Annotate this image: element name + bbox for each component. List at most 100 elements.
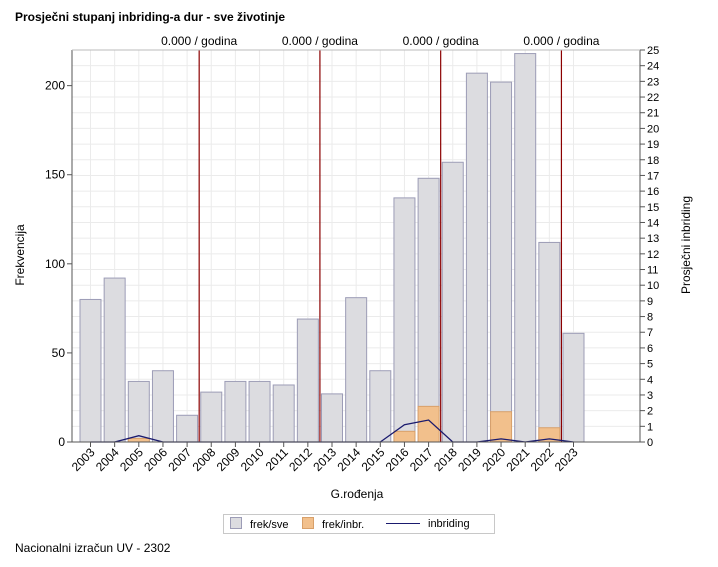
- y2-tick-label: 3: [647, 390, 653, 402]
- legend-swatch-frek-sve: [230, 517, 242, 529]
- x-tick-label: 2014: [334, 445, 363, 474]
- legend-swatch-frek-inbr: [302, 517, 314, 529]
- x-tick-label: 2015: [359, 445, 388, 474]
- x-tick-label: 2010: [238, 445, 267, 474]
- bar-frek-sve: [200, 391, 223, 443]
- y2-tick-label: 18: [647, 155, 659, 167]
- y-tick-label: 0: [58, 435, 65, 449]
- y2-tick-label: 12: [647, 249, 659, 261]
- x-tick-label: 2020: [479, 445, 508, 474]
- bar-frek-sve: [465, 72, 488, 443]
- bar-frek-sve: [562, 332, 585, 443]
- reference-line-label: 0.000 / godina: [523, 34, 599, 48]
- y2-tick-label: 0: [647, 437, 653, 449]
- bar-frek-sve: [176, 414, 199, 443]
- y-tick-label: 100: [45, 257, 65, 271]
- bar-frek-sve: [272, 384, 295, 443]
- x-tick-label: 2011: [263, 445, 291, 473]
- bar-frek-inbr: [417, 405, 440, 443]
- bar-frek-sve: [514, 53, 537, 443]
- x-tick-label: 2013: [310, 445, 339, 474]
- bar-frek-sve: [224, 380, 247, 443]
- y2-tick-label: 17: [647, 170, 659, 182]
- legend-label-inbriding: inbriding: [428, 518, 470, 530]
- x-tick-label: 2005: [117, 445, 146, 474]
- bar-frek-sve: [248, 380, 271, 443]
- y-tick-label: 50: [52, 346, 66, 360]
- bar-frek-sve: [345, 297, 368, 443]
- y2-tick-label: 23: [647, 76, 659, 88]
- bar-frek-sve: [538, 241, 561, 443]
- reference-line-label: 0.000 / godina: [403, 34, 479, 48]
- y2-tick-label: 19: [647, 139, 659, 151]
- bar-frek-sve: [296, 318, 319, 443]
- bar-frek-sve: [441, 161, 464, 443]
- bar-frek-sve: [490, 81, 513, 443]
- x-tick-label: 2012: [286, 445, 315, 474]
- x-axis-label: G.rođenja: [331, 487, 384, 501]
- x-tick-label: 2016: [383, 445, 412, 474]
- y2-tick-label: 20: [647, 123, 659, 135]
- y2-tick-label: 24: [647, 61, 659, 73]
- y2-tick-label: 2: [647, 406, 653, 418]
- y2-tick-label: 4: [647, 374, 653, 386]
- bar-frek-sve: [103, 277, 126, 443]
- y2-tick-label: 22: [647, 92, 659, 104]
- x-tick-label: 2006: [141, 445, 170, 474]
- y2-tick-label: 25: [647, 45, 659, 57]
- chart: 0.000 / godina 0.000 / godina 0.000 / godi…: [13, 34, 693, 501]
- bar-frek-inbr: [490, 411, 513, 443]
- chart-title: Prosječni stupanj inbriding-a dur - sve …: [15, 10, 286, 24]
- x-tick-label: 2008: [190, 445, 219, 474]
- y2-tick-label: 14: [647, 217, 659, 229]
- bar-frek-inbr: [127, 437, 150, 443]
- x-tick-label: 2022: [528, 445, 557, 474]
- y-tick-label: 200: [45, 79, 65, 93]
- y2-tick-label: 13: [647, 233, 659, 245]
- legend-swatch-inbriding: [386, 523, 420, 524]
- y-tick-label: 150: [45, 168, 65, 182]
- y2-tick-label: 15: [647, 202, 659, 214]
- x-tick-label: 2003: [69, 445, 98, 474]
- legend-item-inbriding: inbriding: [386, 517, 470, 531]
- y2-tick-label: 8: [647, 312, 653, 324]
- x-tick-label: 2017: [407, 445, 436, 474]
- reference-line-label: 0.000 / godina: [282, 34, 358, 48]
- bar-frek-inbr: [393, 430, 416, 443]
- x-tick-label: 2018: [431, 445, 460, 474]
- bar-frek-sve: [321, 393, 343, 443]
- y2-tick-label: 5: [647, 359, 653, 371]
- bar-frek-sve: [79, 298, 102, 443]
- x-tick-label: 2007: [165, 445, 194, 474]
- x-tick-label: 2009: [214, 445, 243, 474]
- y2-tick-label: 21: [647, 108, 659, 120]
- reference-lines: 0.000 / godina 0.000 / godina 0.000 / godi…: [161, 34, 600, 442]
- x-tick-label: 2004: [93, 445, 122, 474]
- y2-tick-label: 7: [647, 327, 653, 339]
- bars: [79, 53, 585, 443]
- y2-tick-label: 6: [647, 343, 653, 355]
- legend-item-frek-sve: frek/sve: [230, 517, 289, 531]
- legend-item-frek-inbr: frek/inbr.: [302, 517, 364, 531]
- y2-axis-label: Prosječni inbriding: [679, 196, 693, 294]
- x-tick-label: 2019: [455, 445, 484, 474]
- reference-line-label: 0.000 / godina: [161, 34, 237, 48]
- y2-tick-label: 10: [647, 280, 659, 292]
- footer-note: Nacionalni izračun UV - 2302: [15, 541, 171, 555]
- y2-tick-label: 11: [647, 265, 658, 277]
- legend-label-frek-inbr: frek/inbr.: [322, 519, 365, 531]
- y2-tick-label: 16: [647, 186, 659, 198]
- y-axis-label: Frekvencija: [13, 224, 27, 286]
- bar-frek-sve: [127, 380, 150, 443]
- x-tick-label: 2021: [504, 445, 533, 474]
- x-tick-label: 2023: [552, 445, 581, 474]
- legend: frek/sve frek/inbr. inbriding: [223, 514, 495, 534]
- y2-tick-label: 1: [647, 421, 653, 433]
- legend-label-frek-sve: frek/sve: [250, 519, 289, 531]
- y2-tick-label: 9: [647, 296, 653, 308]
- bar-frek-sve: [393, 197, 416, 443]
- bar-frek-sve: [151, 370, 174, 443]
- bar-frek-sve: [369, 370, 392, 443]
- bar-frek-sve: [417, 177, 440, 443]
- axes: 0501001502000123456789101112131415161718…: [45, 45, 659, 474]
